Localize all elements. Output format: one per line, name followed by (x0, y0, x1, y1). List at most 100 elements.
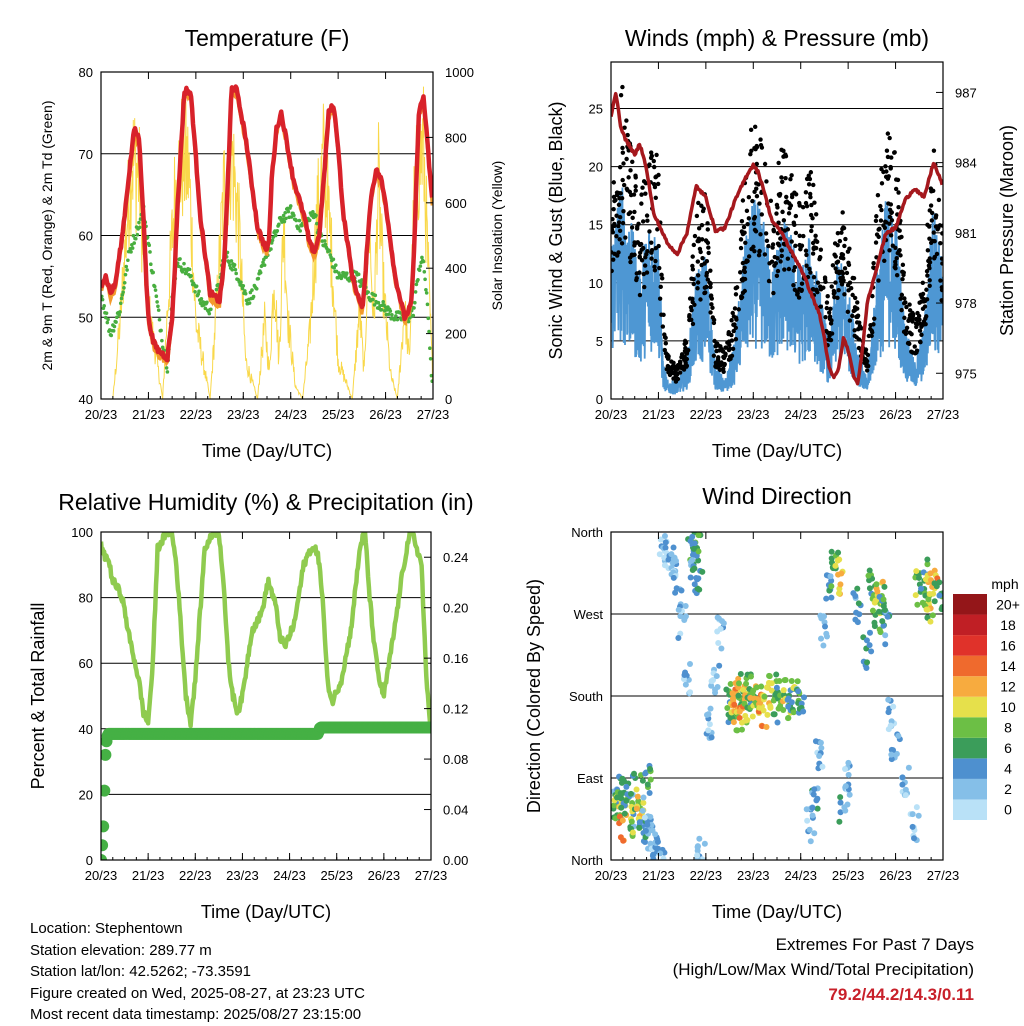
gust-point (730, 310, 735, 316)
gust-point (818, 287, 824, 292)
direction-point (882, 641, 889, 648)
gust-point (692, 233, 698, 239)
gust-point (933, 224, 939, 229)
y2-tick-label: 400 (445, 261, 467, 276)
y-tick-label: 60 (79, 656, 93, 671)
direction-point (913, 568, 920, 575)
gust-point (871, 322, 876, 327)
gust-point (903, 331, 909, 336)
direction-point (766, 673, 773, 680)
dewpoint-point (214, 287, 219, 292)
gust-point (886, 174, 891, 179)
gust-point (754, 186, 759, 191)
direction-point (798, 700, 805, 707)
gust-point (753, 147, 758, 152)
dewpoint-point (106, 317, 110, 322)
dewpoint-point (395, 317, 400, 322)
gust-point (799, 281, 805, 286)
gust-point (797, 286, 802, 292)
precip-point (101, 839, 109, 852)
gust-point (652, 164, 657, 170)
gust-point (730, 346, 736, 352)
gust-point (811, 274, 817, 280)
dewpoint-point (296, 226, 301, 230)
gust-point (792, 264, 798, 270)
gust-point (846, 288, 851, 293)
gust-point (762, 161, 768, 167)
direction-point (665, 556, 672, 563)
gust-point (904, 304, 909, 310)
x-tick-label: 24/23 (784, 868, 817, 883)
colorbar-swatch (953, 635, 987, 656)
direction-point (693, 575, 700, 582)
colorbar-label: 12 (1000, 678, 1016, 694)
direction-point (806, 826, 813, 833)
station-latlon: Station lat/lon: 42.5262; -73.3591 (30, 963, 252, 980)
gust-point (895, 177, 901, 183)
gust-point (738, 245, 744, 251)
x-tick-label: 22/23 (690, 868, 723, 883)
gust-point (797, 200, 802, 206)
gust-point (731, 328, 736, 334)
gust-point (673, 379, 679, 384)
gust-point (887, 135, 892, 141)
gust-point (837, 238, 843, 244)
direction-point (835, 549, 842, 556)
y-tick-label: 0 (596, 392, 603, 407)
gust-point (659, 272, 664, 278)
gust-point (893, 245, 898, 251)
gust-point (781, 154, 786, 159)
dewpoint-point (241, 283, 246, 288)
direction-point (818, 635, 825, 642)
gust-point (736, 307, 741, 312)
gust-point (726, 330, 731, 335)
dewpoint-point (333, 263, 338, 267)
gust-point (829, 331, 835, 336)
direction-point (647, 813, 654, 820)
gust-point (927, 224, 932, 229)
gust-point (699, 203, 704, 208)
gust-point (808, 170, 814, 175)
gust-point (889, 155, 894, 160)
gust-point (833, 266, 838, 271)
x-tick-label: 27/23 (417, 407, 450, 422)
gust-point (786, 211, 792, 216)
gust-point (803, 200, 809, 206)
dewpoint-point (282, 219, 287, 224)
gust-point (700, 208, 706, 214)
dewpoint-point (123, 272, 128, 277)
direction-point (690, 545, 697, 552)
direction-point (620, 837, 627, 844)
gust-point (618, 92, 624, 98)
direction-point (880, 622, 887, 629)
gust-point (804, 176, 810, 182)
gust-point (810, 215, 815, 221)
gust-point (619, 195, 625, 201)
direction-point (828, 548, 835, 555)
dewpoint-point (281, 217, 285, 221)
direction-point (837, 794, 844, 801)
direction-point (619, 817, 626, 824)
direction-point (819, 763, 826, 770)
direction-point (909, 823, 916, 830)
dewpoint-point (189, 274, 193, 278)
gust-point (756, 182, 761, 187)
x-tick-label: 24/23 (274, 407, 307, 422)
direction-point (691, 565, 698, 572)
gust-point (902, 315, 907, 321)
gust-point (740, 260, 746, 266)
direction-point (864, 659, 871, 666)
gust-point (754, 161, 759, 167)
dewpoint-point (345, 271, 349, 276)
gust-point (786, 266, 792, 272)
rh-line (101, 532, 431, 729)
gust-point (898, 253, 903, 258)
dewpoint-point (413, 300, 417, 305)
dewpoint-point (420, 255, 424, 260)
direction-point (936, 592, 943, 599)
dewpoint-point (273, 233, 278, 238)
chart-title: Winds (mph) & Pressure (mb) (625, 25, 929, 51)
gust-point (764, 238, 770, 243)
direction-point (781, 677, 788, 684)
direction-point (822, 623, 829, 630)
